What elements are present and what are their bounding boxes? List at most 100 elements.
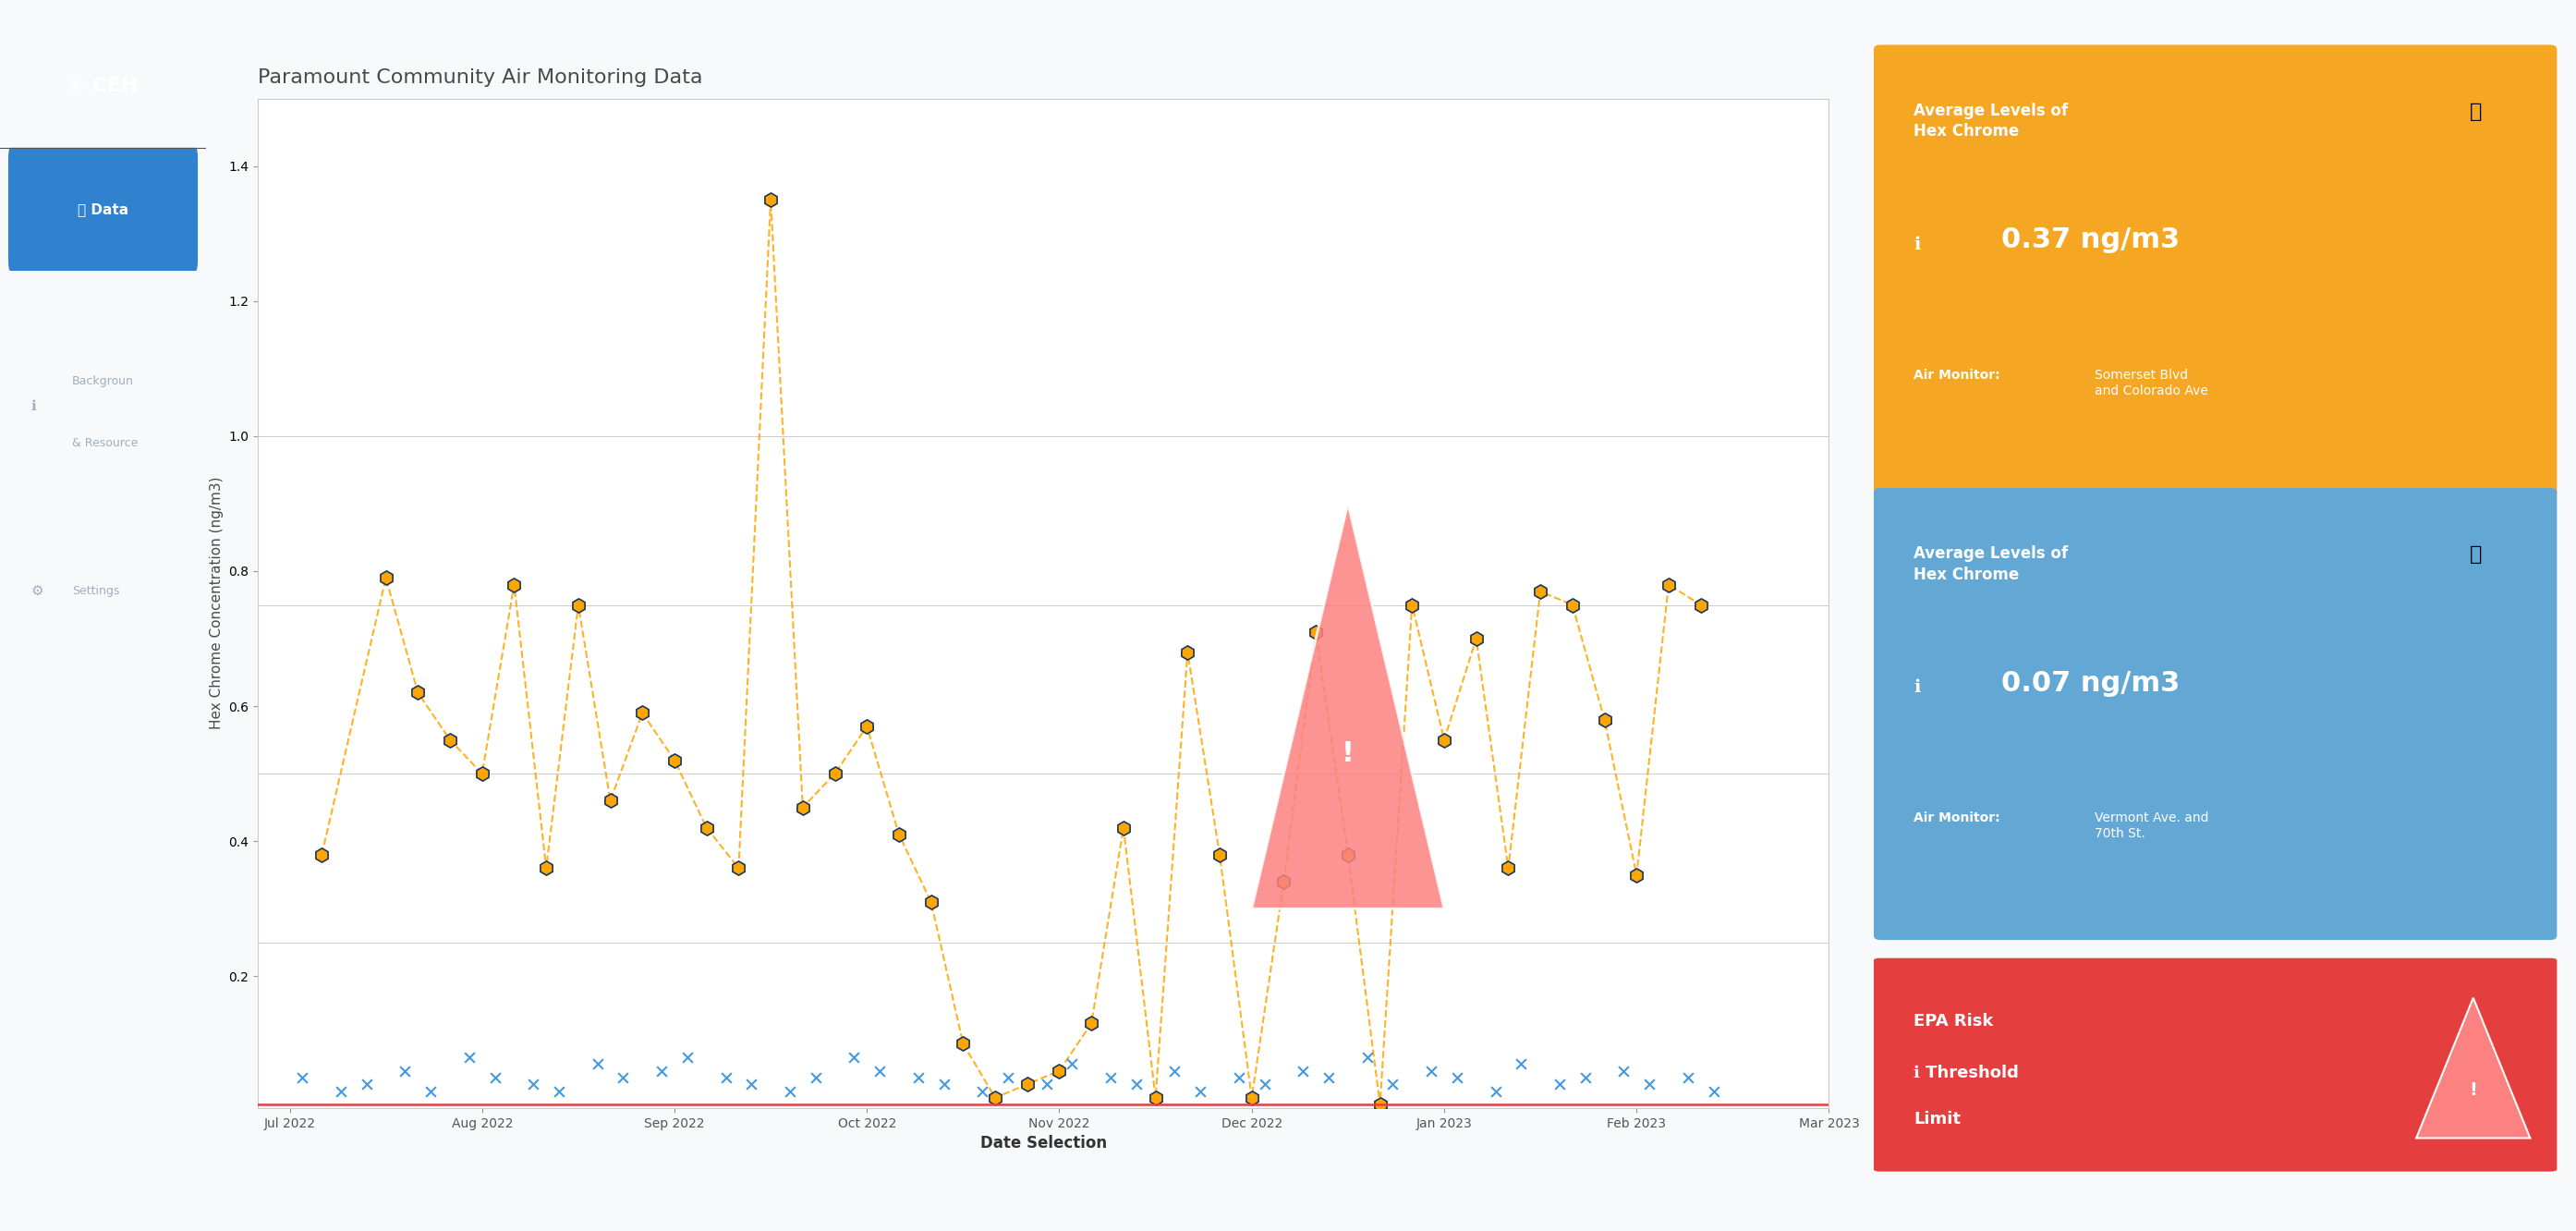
Point — [814, 763, 855, 783]
Point — [1296, 622, 1337, 641]
Point — [495, 575, 536, 595]
Point — [1564, 1067, 1605, 1087]
Point — [319, 1081, 361, 1101]
Point — [1680, 595, 1721, 614]
Point — [1309, 1067, 1350, 1087]
Point — [1520, 581, 1561, 601]
Text: Somerset Blvd
and Colorado Ave: Somerset Blvd and Colorado Ave — [2094, 368, 2208, 398]
Point — [706, 1067, 747, 1087]
Point — [1538, 1075, 1579, 1094]
Point — [909, 892, 951, 912]
Text: Average Levels of
Hex Chrome: Average Levels of Hex Chrome — [1914, 102, 2069, 139]
Point — [1154, 1061, 1195, 1081]
Point — [526, 858, 567, 878]
Point — [1007, 1075, 1048, 1094]
Point — [474, 1067, 515, 1087]
Point — [750, 190, 791, 209]
Point — [1499, 1054, 1540, 1073]
Point — [1667, 1067, 1708, 1087]
Point — [1103, 817, 1144, 837]
Point — [1136, 1088, 1177, 1108]
Polygon shape — [1252, 503, 1445, 908]
Point — [1218, 1067, 1260, 1087]
FancyBboxPatch shape — [1873, 487, 2558, 940]
Point — [1628, 1075, 1669, 1094]
Point — [513, 1075, 554, 1094]
Point — [922, 1075, 963, 1094]
Point — [732, 1075, 773, 1094]
Point — [1244, 1075, 1285, 1094]
Text: Backgroun: Backgroun — [72, 375, 134, 388]
Point — [461, 763, 502, 783]
Point — [397, 683, 438, 703]
Point — [430, 730, 471, 750]
FancyBboxPatch shape — [8, 148, 198, 271]
Point — [667, 1048, 708, 1067]
Point — [878, 825, 920, 844]
Point — [1347, 1048, 1388, 1067]
FancyBboxPatch shape — [1873, 44, 2558, 497]
Point — [556, 595, 598, 614]
Point — [1584, 710, 1625, 730]
Point — [1455, 629, 1497, 649]
Point — [1090, 1067, 1131, 1087]
Point — [1180, 1081, 1221, 1101]
Text: & Resource: & Resource — [72, 437, 139, 449]
Text: Settings: Settings — [72, 585, 118, 597]
Point — [654, 751, 696, 771]
Text: Vermont Ave. and
70th St.: Vermont Ave. and 70th St. — [2094, 811, 2208, 841]
Text: Paramount Community Air Monitoring Data: Paramount Community Air Monitoring Data — [258, 68, 703, 86]
Point — [1615, 865, 1656, 885]
Point — [1115, 1075, 1157, 1094]
Point — [835, 1048, 876, 1067]
Text: !: ! — [2470, 1081, 2478, 1099]
Point — [1412, 1061, 1453, 1081]
Point — [1198, 844, 1239, 864]
Point — [1283, 1061, 1324, 1081]
Text: ℹ Threshold: ℹ Threshold — [1914, 1065, 2020, 1082]
Point — [1167, 643, 1208, 662]
Y-axis label: Hex Chrome Concentration (ng/m3): Hex Chrome Concentration (ng/m3) — [209, 476, 224, 730]
Point — [1327, 844, 1368, 864]
Point — [1692, 1081, 1734, 1101]
Point — [1489, 858, 1530, 878]
Text: 🏭: 🏭 — [2470, 102, 2483, 121]
Point — [410, 1081, 451, 1101]
Point — [1262, 872, 1303, 891]
Point — [345, 1075, 386, 1094]
Point — [685, 817, 726, 837]
Point — [1038, 1061, 1079, 1081]
Point — [783, 798, 824, 817]
X-axis label: Date Selection: Date Selection — [979, 1135, 1108, 1151]
Point — [603, 1067, 644, 1087]
Text: 0.07 ng/m3: 0.07 ng/m3 — [2002, 670, 2179, 697]
Point — [590, 790, 631, 810]
Text: 📊 Data: 📊 Data — [77, 202, 129, 217]
Text: ✳ CEH: ✳ CEH — [67, 76, 139, 96]
Point — [796, 1067, 837, 1087]
Point — [1231, 1088, 1273, 1108]
Point — [848, 716, 889, 736]
Point — [1551, 595, 1592, 614]
Point — [1373, 1075, 1414, 1094]
Text: EPA Risk: EPA Risk — [1914, 1012, 1994, 1029]
Text: ⚙: ⚙ — [31, 583, 44, 598]
Text: Average Levels of
Hex Chrome: Average Levels of Hex Chrome — [1914, 545, 2069, 582]
Text: ℹ: ℹ — [31, 399, 36, 414]
Point — [719, 858, 760, 878]
Point — [1360, 1094, 1401, 1114]
Point — [1437, 1067, 1479, 1087]
Point — [281, 1067, 322, 1087]
Point — [384, 1061, 425, 1081]
Text: ℹ: ℹ — [1914, 678, 1922, 696]
Point — [961, 1081, 1002, 1101]
Text: 0.37 ng/m3: 0.37 ng/m3 — [2002, 227, 2179, 254]
Point — [1425, 730, 1466, 750]
Point — [621, 703, 662, 723]
Point — [1476, 1081, 1517, 1101]
Point — [943, 1034, 984, 1054]
Point — [1649, 575, 1690, 595]
Point — [641, 1061, 683, 1081]
Text: Air Monitor:: Air Monitor: — [1914, 368, 2002, 382]
Point — [987, 1067, 1028, 1087]
